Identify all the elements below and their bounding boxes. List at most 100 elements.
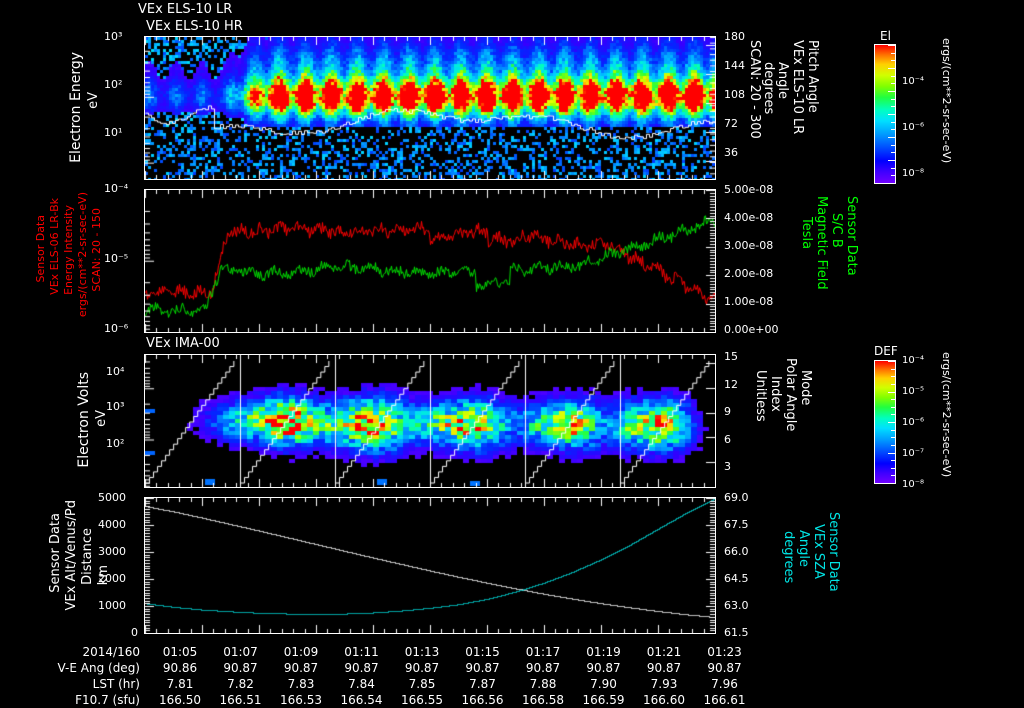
colorbar3-tick-1: 10⁻⁵: [902, 386, 925, 397]
panel3-right-tick-4: 3: [724, 460, 731, 473]
panel1-right-tick-1: 144: [724, 59, 745, 72]
panel2-right-axis-label-3: Magnetic Field: [814, 196, 829, 290]
cb3-minor-tick: [891, 407, 895, 408]
cb1-minor-tick: [891, 76, 895, 77]
panel4-right-axis-label-2: VEx SZA: [811, 524, 826, 579]
panel2-right-axis-label-2: S/C B: [829, 213, 844, 248]
panel1-right-axis-label-3: Angle: [775, 62, 790, 99]
footer-lst-6: 7.88: [529, 677, 557, 691]
colorbar1-unit-label: ergs/(cm**2-sr-sec-eV): [940, 38, 953, 164]
footer-time-8: 01:21: [646, 645, 682, 659]
footer-time-9: 01:23: [707, 645, 742, 659]
panel3-right-axis-label-3: Index: [768, 376, 783, 412]
footer-lst-9: 7.96: [711, 677, 738, 691]
footer-f107-5: 166.56: [461, 693, 504, 707]
cb3-major-tick: [888, 422, 895, 423]
panel2-right-axis-label-4: Tesla: [799, 217, 814, 250]
panel1-right-tick-2: 108: [724, 88, 745, 101]
cb3-major-tick: [888, 392, 895, 393]
cb3-minor-tick: [891, 445, 895, 446]
cb3-minor-tick: [891, 376, 895, 377]
panel2-right-tick-0: 5.00e-08: [724, 183, 774, 196]
footer-lst-4: 7.85: [408, 677, 436, 691]
panel1-right-tick-4: 36: [724, 146, 738, 159]
panel4-ytick-4: 1000: [98, 599, 126, 612]
footer-lst-7: 7.90: [590, 677, 617, 691]
footer-veang-1: 90.87: [223, 661, 258, 675]
panel1-title-hr: VEx ELS-10 HR: [146, 19, 243, 34]
cb3-minor-tick: [891, 399, 895, 400]
panel2-right-tick-4: 1.00e-08: [724, 295, 774, 308]
footer-f107-1: 166.51: [219, 693, 262, 707]
panel3-ytick-0: 10⁴: [106, 365, 125, 378]
panel1-right-axis-label-4: degrees: [761, 62, 776, 115]
cb1-major-tick: [888, 45, 895, 46]
footer-veang-6: 90.87: [525, 661, 561, 675]
panel2-right-tick-2: 3.00e-08: [724, 239, 774, 252]
cb3-minor-tick: [891, 475, 895, 476]
panel-electron-spectrogram: [144, 36, 716, 180]
panel4-right-axis-label-3: Angle: [796, 530, 811, 567]
cb3-major-tick: [888, 483, 895, 484]
panel2-left-axis-label-4: ergs/(cm**2-sr-sec-eV): [76, 192, 89, 318]
footer-lst-3: 7.84: [348, 677, 375, 691]
footer-row-label-1: LST (hr): [92, 677, 140, 691]
footer-time-5: 01:15: [465, 645, 500, 659]
footer-veang-5: 90.87: [465, 661, 500, 675]
panel1-ytick-1: 10²: [104, 78, 123, 91]
panel-energy-intensity-magfield: [144, 189, 716, 333]
footer-time-0: 01:05: [162, 645, 198, 659]
footer-veang-0: 90.86: [162, 661, 198, 675]
cb1-major-tick: [888, 160, 895, 161]
panel3-right-axis-label-2: Polar Angle: [783, 358, 798, 432]
panel3-right-axis-label-1: Mode: [798, 370, 813, 406]
panel1-right-axis-label-5: SCAN: 20 - 300: [747, 40, 762, 139]
panel3-right-tick-3: 6: [724, 433, 731, 446]
colorbar3-title: DEF: [874, 344, 898, 358]
footer-veang-7: 90.87: [586, 661, 621, 675]
footer-veang-9: 90.87: [707, 661, 742, 675]
colorbar1-tick-2: 10⁻⁸: [902, 168, 925, 179]
footer-time-3: 01:11: [344, 645, 379, 659]
panel4-left-axis-label-1: Sensor Data: [48, 513, 63, 593]
footer-veang-4: 90.87: [404, 661, 440, 675]
footer-row-label-0: V-E Ang (deg): [57, 661, 140, 675]
panel1-title-lr: VEx ELS-10 LR: [138, 2, 233, 17]
panel1-right-tick-3: 72: [724, 117, 738, 130]
panel1-right-axis-label-1: Pitch Angle: [805, 40, 820, 113]
panel2-left-axis-label-3: Energy Intensity: [62, 205, 75, 295]
panel1-ytick-2: 10¹: [104, 126, 123, 139]
cb3-minor-tick: [891, 414, 895, 415]
cb3-minor-tick: [891, 468, 895, 469]
footer-f107-7: 166.59: [582, 693, 625, 707]
colorbar3-tick-3: 10⁻⁷: [902, 448, 925, 459]
panel2-ytick-0: 10⁻⁴: [104, 182, 129, 195]
colorbar1-tick-1: 10⁻⁶: [902, 122, 925, 133]
footer-f107-6: 166.58: [522, 693, 564, 707]
panel1-ytick-0: 10³: [104, 30, 123, 43]
panel1-right-axis-label-2: VEx ELS-10 LR: [790, 40, 805, 135]
panel1-left-axis-label-2: eV: [86, 92, 101, 109]
footer-f107-8: 166.60: [643, 693, 685, 707]
cb3-minor-tick: [891, 437, 895, 438]
panel4-right-tick-3: 64.5: [724, 572, 749, 585]
cb1-minor-tick: [891, 129, 895, 130]
cb3-minor-tick: [891, 430, 895, 431]
cb3-minor-tick: [891, 384, 895, 385]
panel2-right-axis-label-1: Sensor Data: [844, 196, 859, 276]
colorbar1-tick-0: 10⁻⁴: [902, 76, 925, 87]
cb1-minor-tick: [891, 53, 895, 54]
footer-lst-2: 7.83: [287, 677, 315, 691]
footer-date-label: 2014/160: [82, 645, 141, 659]
footer-veang-3: 90.87: [344, 661, 379, 675]
panel2-ytick-1: 10⁻⁵: [104, 252, 129, 265]
cb1-minor-tick: [891, 152, 895, 153]
footer-lst-5: 7.87: [469, 677, 496, 691]
panel2-left-axis-label-5: SCAN: 20 - 150: [90, 208, 103, 292]
colorbar3-unit-label: ergs/(cm**2-sr-sec-eV): [940, 352, 953, 478]
cb3-minor-tick: [891, 460, 895, 461]
panel3-right-axis-label-4: Unitless: [753, 370, 768, 422]
panel4-left-axis-label-2: VEx Alt/Venus/Pd: [64, 500, 79, 611]
cb1-major-tick: [888, 183, 895, 184]
